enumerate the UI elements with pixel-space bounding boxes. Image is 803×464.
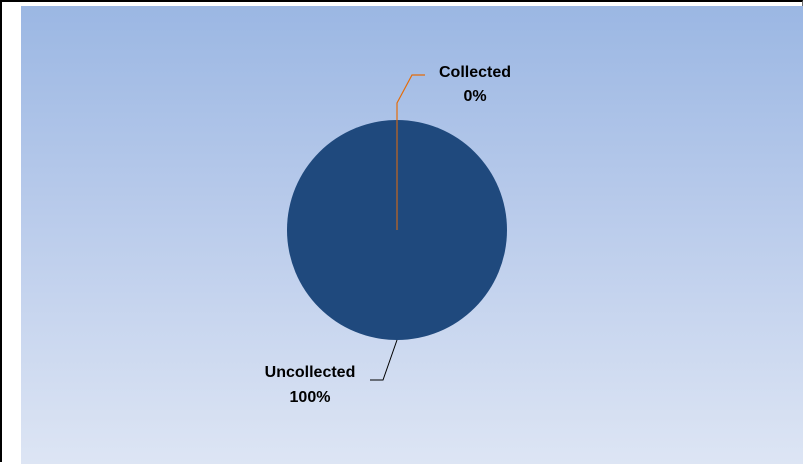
data-label-uncollected-value: 100%	[290, 389, 331, 406]
data-label-uncollected-name: Uncollected	[265, 364, 356, 381]
leader-line-collected	[396, 74, 425, 120]
data-label-collected-value: 0%	[463, 88, 486, 105]
data-label-collected-name: Collected	[439, 64, 511, 81]
leader-line-uncollected	[370, 339, 398, 381]
